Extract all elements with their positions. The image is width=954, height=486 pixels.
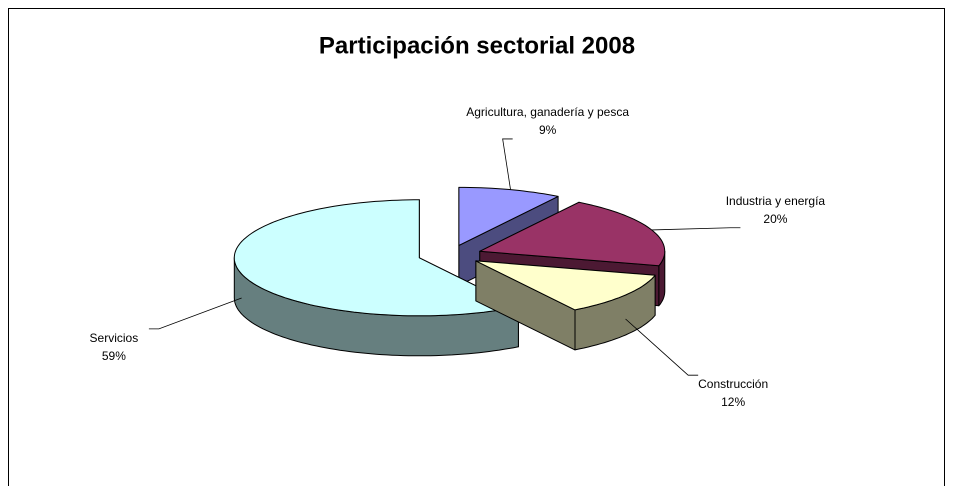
- label-value: 9%: [538, 122, 557, 137]
- data-label: Industria y energía 20%: [680, 192, 870, 228]
- chart-title: Participación sectorial 2008: [319, 32, 635, 59]
- label-name: Industria y energía: [725, 193, 826, 208]
- leader-line: [625, 318, 699, 376]
- label-value: 12%: [721, 395, 746, 410]
- slice: [475, 260, 656, 311]
- data-label: Construcción 12%: [638, 375, 828, 411]
- leader-line: [651, 227, 741, 231]
- label-name: Construcción: [698, 377, 769, 392]
- label-name: Servicios: [89, 330, 139, 345]
- label-value: 59%: [101, 348, 126, 363]
- data-label: Agricultura, ganadería y pesca 9%: [453, 103, 643, 139]
- label-value: 20%: [763, 211, 788, 226]
- slice: [233, 199, 519, 317]
- data-label: Servicios 59%: [19, 329, 209, 365]
- label-name: Agricultura, ganadería y pesca: [466, 104, 630, 119]
- leader-line: [148, 297, 242, 330]
- leader-line: [502, 138, 513, 190]
- chart-frame: [8, 8, 945, 486]
